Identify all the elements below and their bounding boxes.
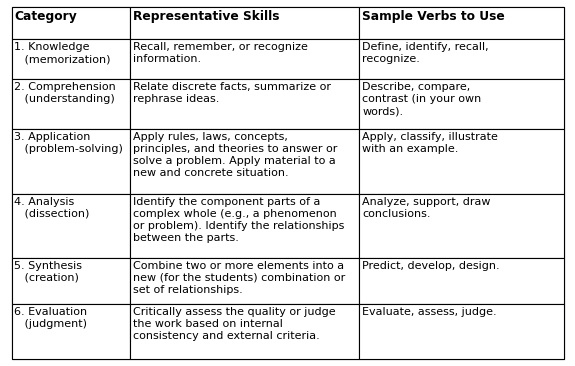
Text: Apply, classify, illustrate
with an example.: Apply, classify, illustrate with an exam… <box>362 132 498 154</box>
Bar <box>359 258 564 304</box>
Bar <box>130 258 359 304</box>
Text: Predict, develop, design.: Predict, develop, design. <box>362 261 500 271</box>
Bar <box>12 40 130 79</box>
Text: Apply rules, laws, concepts,
principles, and theories to answer or
solve a probl: Apply rules, laws, concepts, principles,… <box>133 132 338 178</box>
Text: Describe, compare,
contrast (in your own
words).: Describe, compare, contrast (in your own… <box>362 82 481 116</box>
Bar <box>12 304 130 359</box>
Bar <box>12 194 130 258</box>
Text: Critically assess the quality or judge
the work based on internal
consistency an: Critically assess the quality or judge t… <box>133 307 336 341</box>
Text: Identify the component parts of a
complex whole (e.g., a phenomenon
or problem).: Identify the component parts of a comple… <box>133 197 344 243</box>
Text: 6. Evaluation
   (judgment): 6. Evaluation (judgment) <box>14 307 87 329</box>
Text: 5. Synthesis
   (creation): 5. Synthesis (creation) <box>14 261 82 283</box>
Bar <box>130 40 359 79</box>
Bar <box>130 79 359 129</box>
Bar <box>359 304 564 359</box>
Text: 3. Application
   (problem-solving): 3. Application (problem-solving) <box>14 132 123 154</box>
Bar <box>359 40 564 79</box>
Text: Define, identify, recall,
recognize.: Define, identify, recall, recognize. <box>362 42 489 64</box>
Text: Sample Verbs to Use: Sample Verbs to Use <box>362 10 505 23</box>
Bar <box>130 7 359 40</box>
Text: 2. Comprehension
   (understanding): 2. Comprehension (understanding) <box>14 82 116 104</box>
Text: Representative Skills: Representative Skills <box>133 10 279 23</box>
Bar <box>130 129 359 194</box>
Bar <box>359 7 564 40</box>
Bar <box>130 194 359 258</box>
Bar <box>359 194 564 258</box>
Text: 4. Analysis
   (dissection): 4. Analysis (dissection) <box>14 197 90 219</box>
Bar <box>12 79 130 129</box>
Text: Relate discrete facts, summarize or
rephrase ideas.: Relate discrete facts, summarize or reph… <box>133 82 331 104</box>
Text: 1. Knowledge
   (memorization): 1. Knowledge (memorization) <box>14 42 111 64</box>
Text: Category: Category <box>14 10 77 23</box>
Bar <box>130 304 359 359</box>
Bar <box>12 7 130 40</box>
Text: Evaluate, assess, judge.: Evaluate, assess, judge. <box>362 307 497 317</box>
Bar <box>359 79 564 129</box>
Bar <box>12 129 130 194</box>
Text: Combine two or more elements into a
new (for the students) combination or
set of: Combine two or more elements into a new … <box>133 261 346 295</box>
Text: Recall, remember, or recognize
information.: Recall, remember, or recognize informati… <box>133 42 308 64</box>
Bar <box>359 129 564 194</box>
Bar <box>12 258 130 304</box>
Text: Analyze, support, draw
conclusions.: Analyze, support, draw conclusions. <box>362 197 490 219</box>
